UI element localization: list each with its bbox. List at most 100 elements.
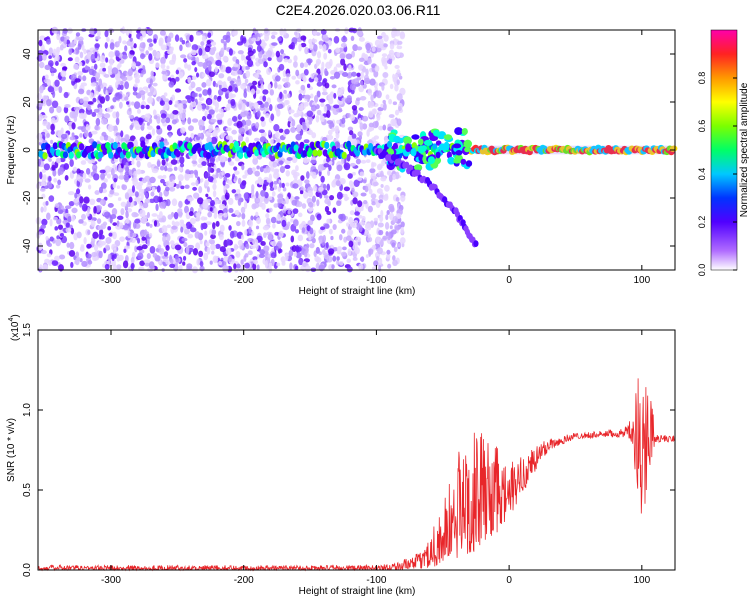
spectrogram-cell: [120, 130, 124, 138]
spectrogram-cell: [254, 149, 260, 157]
spectrogram-cell: [262, 95, 267, 102]
spectrogram-cell: [354, 211, 360, 216]
spectrogram-cell: [107, 86, 114, 94]
spectrogram-cell: [190, 182, 196, 186]
spectrogram-cell: [369, 52, 375, 58]
spectrogram-cell: [148, 43, 154, 47]
spectrogram-cell: [276, 213, 281, 222]
spectrogram-cell: [83, 96, 89, 102]
spectrogram-cell: [321, 115, 325, 123]
spectrogram-cell: [315, 257, 322, 263]
spectrogram-cell: [396, 187, 402, 192]
spectrogram-cell: [310, 104, 317, 112]
spectrogram-cell: [285, 182, 290, 187]
spectrogram-cell: [255, 242, 259, 250]
spectrogram-cell: [270, 113, 275, 122]
spectrogram-cell: [45, 99, 52, 107]
spectrogram-cell: [69, 136, 76, 141]
spectrogram-cell: [336, 246, 343, 252]
spectrogram-cell: [324, 141, 330, 150]
spectrogram-cell: [394, 109, 400, 116]
spectrogram-cell: [279, 91, 283, 100]
spectrogram-cell: [226, 238, 231, 246]
spectrogram-cell: [301, 227, 306, 233]
spectrogram-cell: [180, 54, 187, 59]
spectrogram-cell: [225, 135, 232, 140]
spectrogram-cell: [209, 47, 216, 56]
spectrogram-cell: [326, 218, 331, 224]
spectrogram-cell: [260, 119, 266, 128]
spectrogram-cell: [378, 264, 382, 272]
spectrogram-cell: [225, 127, 232, 132]
spectrogram-cell: [177, 103, 184, 111]
spectrogram-cell: [348, 180, 354, 187]
spectrogram-cell: [160, 44, 167, 51]
spectrogram-cell: [405, 143, 412, 153]
snr-x-label: Height of straight line (km): [299, 586, 416, 597]
spectrogram-cell: [329, 194, 335, 201]
spectrogram-cell: [114, 164, 118, 173]
spectrogram-cell: [67, 215, 72, 223]
spectrogram-cell: [399, 31, 406, 40]
spectrogram-cell: [113, 158, 119, 163]
spectrogram-cell: [316, 90, 321, 98]
spectrogram-cell: [386, 249, 391, 255]
spectrogram-cell: [357, 177, 363, 182]
spectrogram-cell: [432, 143, 438, 151]
spectrogram-cell: [166, 233, 171, 242]
spectrogram-cell: [251, 37, 257, 42]
spectrogram-cell: [73, 198, 79, 204]
spectrogram-cell: [346, 222, 350, 227]
spectrogram-cell: [316, 51, 322, 59]
spectrogram-cell: [156, 135, 162, 141]
spectrogram-cell: [214, 66, 218, 73]
spectrogram-cell: [252, 27, 257, 34]
spectrogram-cell: [41, 169, 46, 173]
spectrogram-cell: [336, 259, 340, 266]
spectrogram-cell: [244, 125, 249, 132]
spectrogram-cell: [130, 256, 135, 264]
spectrogram-cell: [181, 39, 186, 45]
spectrogram-cell: [158, 191, 163, 198]
spectrogram-cell: [223, 186, 227, 195]
spectrogram-cell: [42, 174, 47, 180]
spectrogram-cell: [356, 72, 361, 78]
spectrogram-cell: [130, 262, 135, 270]
spectrogram-cell: [49, 236, 54, 242]
spectrogram-cell: [48, 176, 52, 182]
snr-x-tick-label: 0: [506, 575, 512, 586]
spectrogram-cell: [37, 231, 43, 236]
spectrogram-cell: [250, 215, 254, 221]
spectrogram-cell: [171, 54, 177, 63]
spectrogram-cell: [89, 92, 94, 99]
spectrogram-cell: [358, 107, 364, 111]
snr-frame: [37, 329, 676, 571]
spectrogram-cell: [53, 216, 58, 221]
spectrogram-cell: [108, 232, 113, 237]
spectrogram-cell: [384, 184, 390, 192]
spectrogram-cell: [298, 89, 304, 94]
spectrogram-cell: [323, 183, 327, 190]
spectrogram-cell: [190, 227, 197, 233]
spectrogram-cell: [146, 222, 150, 227]
spectrogram-cell: [190, 132, 195, 139]
spectrogram-cell: [92, 141, 98, 149]
spectrogram-cell: [194, 66, 198, 73]
spectrogram-cell: [281, 77, 288, 82]
spectrogram-cell: [111, 67, 119, 75]
spectrogram-cell: [107, 202, 114, 208]
spectrogram-cell: [283, 81, 291, 88]
spectrogram-cell: [77, 126, 84, 130]
spectrogram-cell: [294, 196, 300, 200]
spectrogram-cell: [215, 243, 221, 249]
spectrogram-cell: [69, 241, 75, 250]
spectrogram-cell: [295, 265, 299, 270]
spectrogram-cell: [282, 187, 287, 192]
spectrogram-cell: [90, 217, 97, 222]
spectrogram-cell: [352, 191, 359, 198]
colorbar-tick-label: 0.2: [697, 216, 707, 229]
spectrogram-cell: [247, 50, 254, 57]
spectrogram-cell: [344, 196, 349, 202]
spectrogram-cell: [77, 71, 83, 76]
spectrogram-cell: [207, 32, 212, 39]
